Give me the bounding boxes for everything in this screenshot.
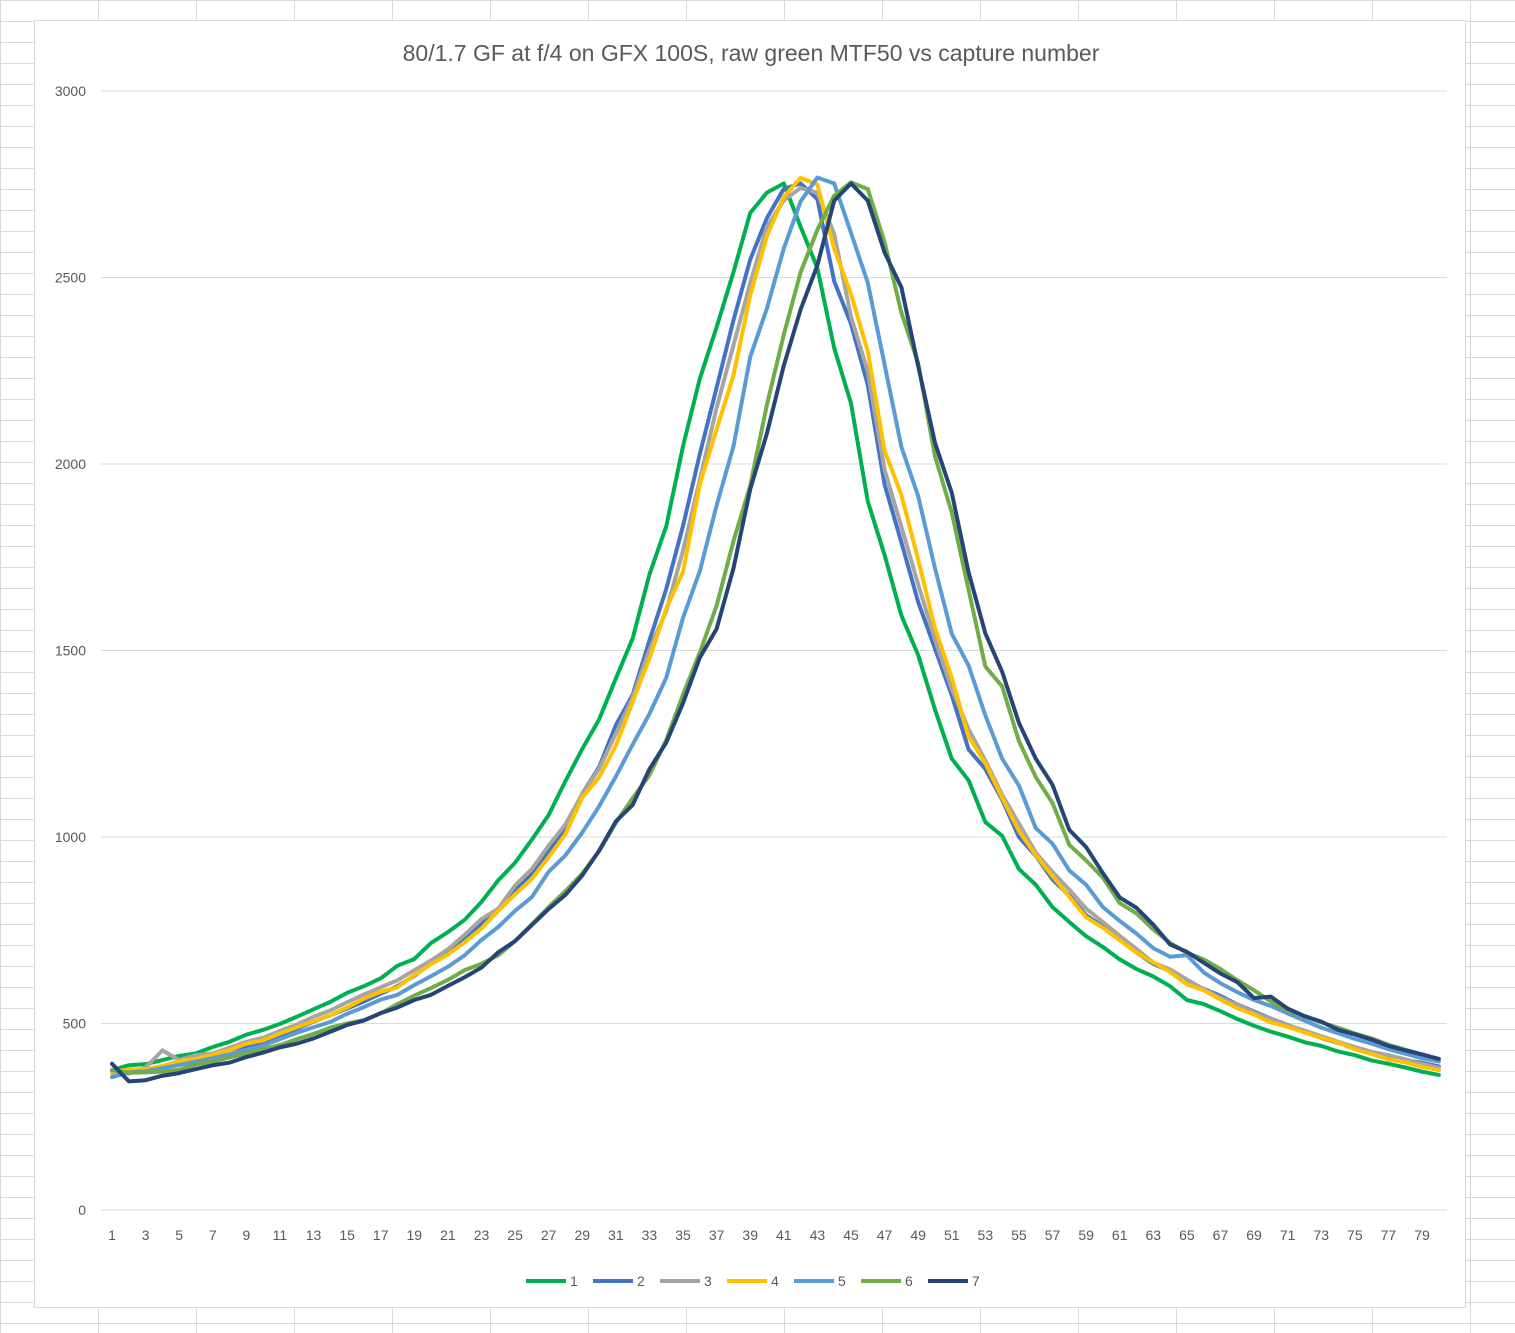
x-tick-label: 63 xyxy=(1146,1227,1162,1243)
x-tick-label: 13 xyxy=(306,1227,322,1243)
series-line-3 xyxy=(110,185,1441,1076)
y-tick-label: 1000 xyxy=(55,829,86,845)
x-tick-label: 11 xyxy=(273,1227,288,1243)
x-tick-label: 43 xyxy=(810,1227,826,1243)
x-tick-label: 21 xyxy=(440,1227,456,1243)
series-1-segment-falling xyxy=(781,181,1441,1077)
x-tick-label: 61 xyxy=(1112,1227,1128,1243)
y-tick-label: 1500 xyxy=(55,643,86,659)
series-line-2 xyxy=(110,181,1441,1074)
legend-item-6[interactable]: 6 xyxy=(861,1273,913,1289)
x-tick-label: 71 xyxy=(1280,1227,1296,1243)
y-axis: 0 500 1000 1500 2000 2500 3000 xyxy=(55,83,86,1218)
series-5-segment-falling xyxy=(832,181,1441,1064)
x-tick-label: 25 xyxy=(507,1227,523,1243)
x-tick-label: 23 xyxy=(474,1227,490,1243)
x-tick-label: 65 xyxy=(1179,1227,1195,1243)
series-line-4 xyxy=(110,175,1441,1074)
legend-item-2[interactable]: 2 xyxy=(593,1273,645,1289)
x-tick-label: 67 xyxy=(1213,1227,1229,1243)
series-7-segment-rising xyxy=(110,181,853,1084)
legend-label: 3 xyxy=(704,1273,712,1289)
series-line-1 xyxy=(110,181,1441,1077)
x-tick-label: 53 xyxy=(978,1227,994,1243)
x-tick-label: 75 xyxy=(1347,1227,1363,1243)
x-tick-label: 35 xyxy=(675,1227,691,1243)
x-axis: 1 3 5 7 9 11 13 15 17 19 21 23 25 27 29 31 33 35 37 39 41 43 4… xyxy=(108,1227,1430,1243)
y-tick-label: 0 xyxy=(78,1202,86,1218)
x-tick-label: 47 xyxy=(877,1227,893,1243)
x-tick-label: 15 xyxy=(339,1227,355,1243)
series-7-segment-falling xyxy=(848,181,1441,1061)
x-tick-label: 33 xyxy=(642,1227,658,1243)
series-line-7 xyxy=(110,181,1441,1084)
line-chart: 80/1.7 GF at f/4 on GFX 100S, raw green … xyxy=(55,40,1447,1289)
x-tick-label: 45 xyxy=(843,1227,859,1243)
chart-area: 80/1.7 GF at f/4 on GFX 100S, raw green … xyxy=(34,20,1466,1308)
series-4-segment-falling xyxy=(798,175,1441,1073)
legend-label: 4 xyxy=(771,1273,779,1289)
series-3-segment-rising xyxy=(110,185,803,1076)
series-line-6 xyxy=(110,180,1441,1075)
x-tick-label: 41 xyxy=(776,1227,792,1243)
x-tick-label: 9 xyxy=(242,1227,250,1243)
legend-item-5[interactable]: 5 xyxy=(794,1273,846,1289)
x-tick-label: 49 xyxy=(910,1227,926,1243)
x-tick-label: 37 xyxy=(709,1227,725,1243)
x-tick-label: 5 xyxy=(175,1227,183,1243)
legend-label: 6 xyxy=(905,1273,913,1289)
y-tick-label: 2500 xyxy=(55,270,86,286)
legend-item-3[interactable]: 3 xyxy=(660,1273,712,1289)
y-tick-label: 2000 xyxy=(55,456,86,472)
series-5-segment-rising xyxy=(110,175,837,1080)
legend-label: 1 xyxy=(570,1273,578,1289)
x-tick-label: 73 xyxy=(1313,1227,1329,1243)
x-tick-label: 77 xyxy=(1381,1227,1397,1243)
x-tick-label: 27 xyxy=(541,1227,557,1243)
x-tick-label: 51 xyxy=(944,1227,960,1243)
x-tick-label: 79 xyxy=(1414,1227,1430,1243)
legend-label: 7 xyxy=(972,1273,980,1289)
x-tick-label: 59 xyxy=(1078,1227,1094,1243)
x-tick-label: 31 xyxy=(608,1227,624,1243)
legend-item-1[interactable]: 1 xyxy=(526,1273,578,1289)
x-tick-label: 1 xyxy=(108,1227,116,1243)
x-tick-label: 17 xyxy=(373,1227,389,1243)
x-tick-label: 19 xyxy=(407,1227,423,1243)
legend[interactable]: 1 2 3 4 5 6 7 xyxy=(526,1273,980,1289)
x-tick-label: 7 xyxy=(209,1227,217,1243)
legend-item-7[interactable]: 7 xyxy=(928,1273,980,1289)
x-tick-label: 3 xyxy=(142,1227,150,1243)
y-tick-label: 500 xyxy=(63,1016,87,1032)
x-tick-label: 69 xyxy=(1246,1227,1262,1243)
legend-item-4[interactable]: 4 xyxy=(727,1273,779,1289)
series-1-segment-rising xyxy=(110,181,786,1073)
legend-label: 2 xyxy=(637,1273,645,1289)
legend-label: 5 xyxy=(838,1273,846,1289)
series-2-segment-rising xyxy=(110,181,803,1074)
series-lines xyxy=(110,175,1441,1084)
x-tick-label: 29 xyxy=(574,1227,590,1243)
series-4-segment-rising xyxy=(110,175,803,1074)
y-tick-label: 3000 xyxy=(55,83,86,99)
x-tick-label: 39 xyxy=(742,1227,758,1243)
series-6-segment-rising xyxy=(110,180,870,1075)
series-line-5 xyxy=(110,175,1441,1080)
chart-title: 80/1.7 GF at f/4 on GFX 100S, raw green … xyxy=(403,40,1100,66)
x-tick-label: 55 xyxy=(1011,1227,1027,1243)
x-tick-label: 57 xyxy=(1045,1227,1061,1243)
series-6-segment-falling xyxy=(865,187,1441,1061)
series-3-segment-falling xyxy=(798,185,1441,1070)
